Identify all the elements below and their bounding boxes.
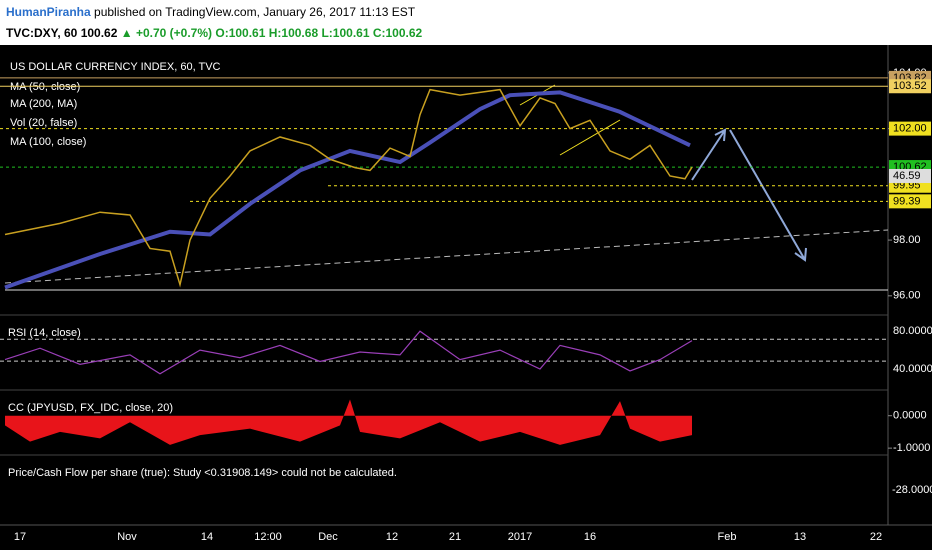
y-tick-label: 96.00 <box>893 290 921 302</box>
published: published on TradingView.com, January 26… <box>94 5 416 19</box>
author[interactable]: HumanPiranha <box>6 5 91 19</box>
y-tick-label: 80.0000 <box>893 325 932 337</box>
symbol: TVC:DXY, 60 <box>6 26 78 40</box>
quote-line: TVC:DXY, 60 100.62 ▲ +0.70 (+0.7%) O:100… <box>6 26 422 40</box>
x-tick-label: 14 <box>201 531 213 543</box>
x-tick-label: 12:00 <box>254 531 282 543</box>
trendline <box>4 229 889 284</box>
ohlc: H:100.68 <box>268 26 319 40</box>
legend-item: MA (100, close) <box>10 136 86 148</box>
panel-label: RSI (14, close) <box>8 327 81 339</box>
panel-label: CC (JPYUSD, FX_IDC, close, 20) <box>8 402 173 414</box>
volume-label: 46.59 <box>893 170 921 182</box>
background <box>0 45 932 550</box>
ma200-line <box>4 90 691 290</box>
cc-area <box>5 399 692 445</box>
y-tick-label: 98.00 <box>893 234 921 246</box>
level-label: 103.52 <box>893 80 927 92</box>
legend-item: Vol (20, false) <box>10 117 77 129</box>
x-tick-label: 22 <box>870 531 882 543</box>
level-label: 99.39 <box>893 195 921 207</box>
legend-item: MA (50, close) <box>10 81 80 93</box>
ohlc: L:100.61 <box>321 26 370 40</box>
level-tag <box>889 121 931 136</box>
price-line <box>4 88 693 288</box>
y-tick-label: -28.0000 <box>892 484 932 496</box>
legend-item: MA (200, MA) <box>10 98 77 110</box>
chart: US DOLLAR CURRENCY INDEX, 60, TVC MA (50… <box>0 45 932 550</box>
panel-label: Price/Cash Flow per share (true): Study … <box>8 467 397 479</box>
publish-line: HumanPiranha published on TradingView.co… <box>6 5 415 19</box>
x-tick-label: Dec <box>318 531 338 543</box>
y-tick-label: 40.0000 <box>893 363 932 375</box>
last: 100.62 <box>80 26 118 40</box>
x-tick-label: Feb <box>718 531 737 543</box>
x-tick-label: 16 <box>584 531 596 543</box>
level-tag <box>889 194 931 209</box>
header: HumanPiranha published on TradingView.co… <box>0 0 932 45</box>
legend-item: US DOLLAR CURRENCY INDEX, 60, TVC <box>10 61 221 73</box>
x-tick-label: 13 <box>794 531 806 543</box>
level-tag <box>889 79 931 94</box>
x-tick-label: 17 <box>14 531 26 543</box>
x-tick-label: Nov <box>117 531 137 543</box>
projection-arrow <box>691 128 807 262</box>
x-tick-label: 21 <box>449 531 461 543</box>
volume-tag <box>889 168 931 183</box>
x-tick-label: 2017 <box>508 531 532 543</box>
ohlc: O:100.61 <box>215 26 266 40</box>
level-label: 102.00 <box>893 123 927 135</box>
rsi-line <box>4 330 693 375</box>
y-tick-label: 0.0000 <box>893 410 927 422</box>
legend: US DOLLAR CURRENCY INDEX, 60, TVC MA (50… <box>10 61 221 148</box>
ohlc: C:100.62 <box>372 26 423 40</box>
change: ▲ +0.70 (+0.7%) <box>120 26 213 40</box>
x-tick-label: 12 <box>386 531 398 543</box>
y-tick-label: -1.0000 <box>893 442 930 454</box>
